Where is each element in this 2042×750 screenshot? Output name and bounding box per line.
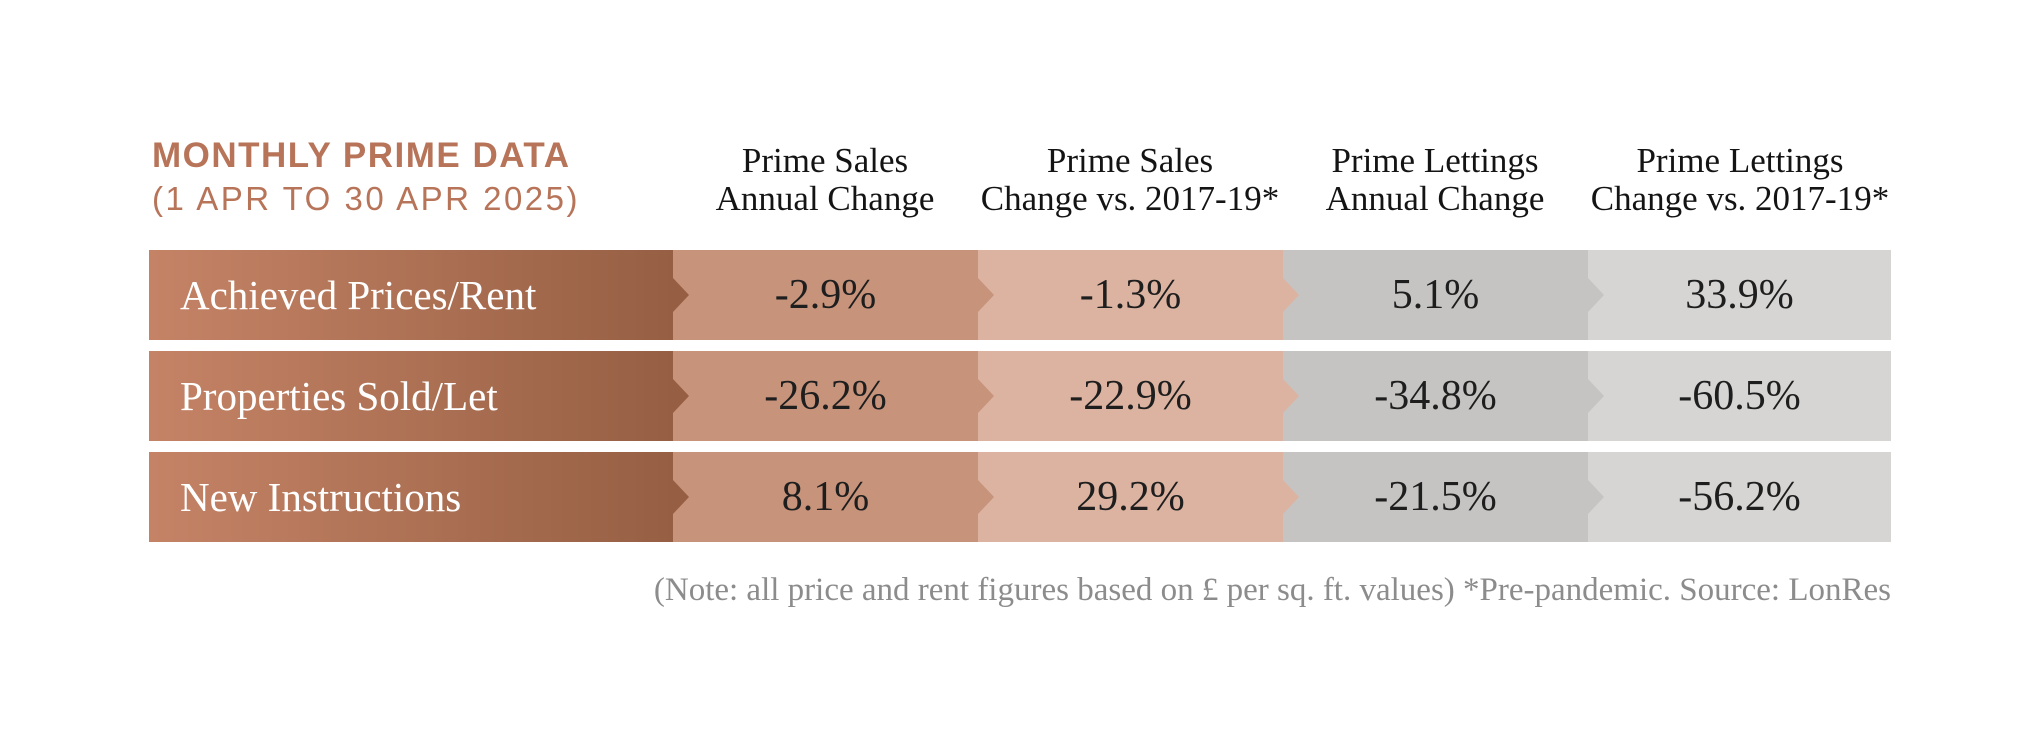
value-cell: 8.1%	[673, 452, 994, 542]
row-label-new-instructions: New Instructions	[149, 452, 689, 542]
value-cell: 29.2%	[978, 452, 1299, 542]
value-cell: -1.3%	[978, 250, 1299, 340]
value-cell: 33.9%	[1588, 250, 1891, 340]
chevron-right-icon	[1588, 379, 1604, 413]
chevron-right-icon	[978, 278, 994, 312]
value-cell: -22.9%	[978, 351, 1299, 441]
chevron-right-icon	[673, 480, 689, 514]
column-header-prime-sales-annual: Prime Sales Annual Change	[716, 142, 935, 218]
column-header-line2: Change vs. 2017-19*	[1590, 179, 1890, 218]
column-header-line1: Prime Lettings	[1331, 141, 1539, 180]
column-header-line1: Prime Sales	[741, 141, 909, 180]
chevron-right-icon	[1283, 480, 1299, 514]
chevron-right-icon	[673, 278, 689, 312]
value-cell: -21.5%	[1283, 452, 1604, 542]
value-cell: -34.8%	[1283, 351, 1604, 441]
column-header-prime-lettings-annual: Prime Lettings Annual Change	[1326, 142, 1545, 218]
column-header-line2: Annual Change	[1325, 179, 1545, 218]
column-header-line2: Annual Change	[715, 179, 935, 218]
page-title: MONTHLY PRIME DATA	[152, 136, 571, 175]
chevron-right-icon	[1283, 278, 1299, 312]
page-subtitle: (1 APR TO 30 APR 2025)	[152, 180, 580, 217]
value-cell: -60.5%	[1588, 351, 1891, 441]
chevron-right-icon	[673, 379, 689, 413]
column-header-line2: Change vs. 2017-19*	[980, 179, 1280, 218]
chevron-right-icon	[1588, 480, 1604, 514]
value-cell: -56.2%	[1588, 452, 1891, 542]
value-cell: 5.1%	[1283, 250, 1604, 340]
value-cell: -2.9%	[673, 250, 994, 340]
row-label-achieved-prices-rent: Achieved Prices/Rent	[149, 250, 689, 340]
column-header-prime-lettings-vs-prepandemic: Prime Lettings Change vs. 2017-19*	[1591, 142, 1889, 218]
column-header-prime-sales-vs-prepandemic: Prime Sales Change vs. 2017-19*	[981, 142, 1279, 218]
column-header-line1: Prime Sales	[1046, 141, 1214, 180]
page-title-block: MONTHLY PRIME DATA (1 APR TO 30 APR 2025…	[152, 136, 580, 218]
chevron-right-icon	[1283, 379, 1299, 413]
value-cell: -26.2%	[673, 351, 994, 441]
column-header-line1: Prime Lettings	[1636, 141, 1844, 180]
chevron-right-icon	[978, 480, 994, 514]
chevron-right-icon	[978, 379, 994, 413]
chevron-right-icon	[1588, 278, 1604, 312]
footnote: (Note: all price and rent figures based …	[653, 572, 1891, 608]
row-label-properties-sold-let: Properties Sold/Let	[149, 351, 689, 441]
